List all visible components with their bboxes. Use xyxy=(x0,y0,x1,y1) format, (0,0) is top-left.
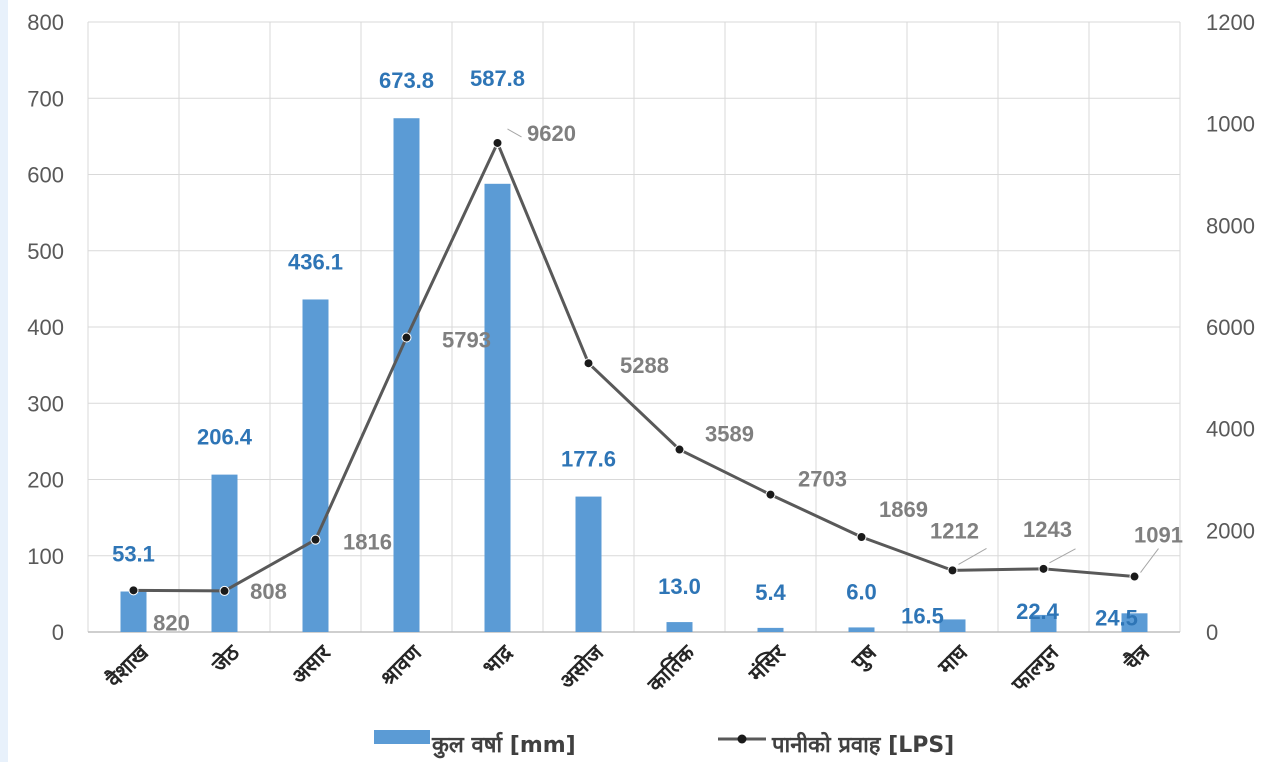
rainfall-bars xyxy=(120,118,1148,633)
flow-line xyxy=(133,141,1135,593)
flow-data-label: 1091 xyxy=(1134,523,1183,548)
category-label: भाद्र xyxy=(478,640,518,680)
flow-point xyxy=(128,585,139,596)
left-axis-tick: 400 xyxy=(27,315,64,340)
flow-data-label: 820 xyxy=(153,610,190,635)
left-axis-tick: 100 xyxy=(27,544,64,569)
flow-line-series xyxy=(128,137,1140,596)
label-leader-line xyxy=(958,547,987,565)
flow-data-label: 1816 xyxy=(343,530,392,555)
flow-point xyxy=(219,585,230,596)
bar-data-label: 53.1 xyxy=(112,542,155,567)
category-label: असोज xyxy=(554,639,609,694)
flow-point xyxy=(856,531,867,542)
rainfall-bar xyxy=(757,627,784,632)
right-axis-tick: 4000 xyxy=(1206,417,1255,442)
label-leader-line xyxy=(1049,548,1076,564)
label-leader-line xyxy=(1140,548,1159,573)
category-label: असार xyxy=(287,640,336,689)
bar-data-label: 16.5 xyxy=(901,603,944,628)
left-axis-tick: 300 xyxy=(27,391,64,416)
category-label: फाल्गुन xyxy=(1006,640,1065,699)
data-labels: 53.1 206.4 436.1 673.8 587.8 177.6 13.0 5.4 6.0 1… xyxy=(112,66,1183,636)
rainfall-bar xyxy=(1121,613,1148,632)
flow-data-label: 5793 xyxy=(442,328,491,353)
left-axis-tick: 500 xyxy=(27,239,64,264)
flow-data-label: 808 xyxy=(250,579,287,604)
flow-data-label: 5288 xyxy=(620,353,669,378)
bar-data-label: 6.0 xyxy=(846,579,877,604)
label-leader-line xyxy=(507,128,522,138)
rainfall-bar xyxy=(211,474,238,632)
right-axis-tick: 1200 xyxy=(1206,10,1255,35)
flow-data-label: 1869 xyxy=(879,497,928,522)
legend-bar-label: कुल वर्षा [mm] xyxy=(431,731,576,759)
flow-data-label: 1212 xyxy=(930,518,979,543)
right-axis-tick: 0 xyxy=(1206,620,1218,645)
rainfall-bar xyxy=(848,627,875,632)
legend-line-marker xyxy=(737,734,747,744)
legend-bar-swatch xyxy=(374,730,430,744)
flow-point xyxy=(1038,563,1049,574)
rainfall-bar xyxy=(939,619,966,632)
gridlines xyxy=(87,21,1181,633)
left-axis-tick: 200 xyxy=(27,468,64,493)
legend: कुल वर्षा [mm] पानीको प्रवाह [LPS] xyxy=(374,730,954,759)
rainfall-bar xyxy=(1030,614,1057,632)
left-axis-tick: 700 xyxy=(27,86,64,111)
category-label: पुष xyxy=(846,640,883,677)
rainfall-bar xyxy=(575,496,602,632)
legend-line-label: पानीको प्रवाह [LPS] xyxy=(771,731,954,758)
flow-point xyxy=(401,332,412,343)
right-axis-tick: 2000 xyxy=(1206,518,1255,543)
rainfall-bar xyxy=(120,591,147,632)
flow-point xyxy=(583,358,594,369)
left-edge-strip xyxy=(0,0,8,762)
flow-point xyxy=(674,444,685,455)
bar-data-label: 436.1 xyxy=(288,249,343,274)
right-axis-tick: 6000 xyxy=(1206,315,1255,340)
rainfall-bar xyxy=(484,183,511,633)
flow-data-label: 3589 xyxy=(705,422,754,447)
left-axis-tick: 600 xyxy=(27,163,64,188)
category-label: चैत्र xyxy=(1118,639,1155,676)
category-label: माघ xyxy=(933,639,973,679)
bar-data-label: 5.4 xyxy=(755,580,786,605)
rainfall-bar xyxy=(393,118,420,633)
flow-data-label: 9620 xyxy=(527,121,576,146)
bar-data-label: 206.4 xyxy=(197,425,253,450)
bar-data-label: 587.8 xyxy=(470,66,525,91)
category-label: मंसिर xyxy=(743,639,791,687)
category-labels: वैशाख जेठ असार श्रावण भाद्र असोज कार्तिक मंसिर प… xyxy=(100,639,1155,699)
bar-data-label: 673.8 xyxy=(379,68,434,93)
left-axis-tick: 800 xyxy=(27,10,64,35)
flow-data-label: 1243 xyxy=(1023,517,1072,542)
flow-data-label: 2703 xyxy=(798,467,847,492)
bar-data-label: 22.4 xyxy=(1016,599,1060,624)
category-label: वैशाख xyxy=(100,639,153,692)
flow-point xyxy=(492,137,503,148)
category-label: श्रावण xyxy=(376,640,427,691)
flow-point xyxy=(947,565,958,576)
rainfall-bar xyxy=(666,622,693,632)
flow-point xyxy=(1129,571,1140,582)
category-label: कार्तिक xyxy=(642,639,700,697)
bar-data-label: 13.0 xyxy=(658,574,701,599)
rainfall-bar xyxy=(302,299,329,632)
bar-data-label: 24.5 xyxy=(1095,605,1138,630)
flow-point xyxy=(765,489,776,500)
axis-ticks: 0100200300400500600700800020004000600080… xyxy=(27,10,1255,645)
bar-data-label: 177.6 xyxy=(561,447,616,472)
right-axis-tick: 1000 xyxy=(1206,112,1255,137)
left-axis-tick: 0 xyxy=(52,620,64,645)
flow-point xyxy=(310,534,321,545)
category-label: जेठ xyxy=(206,639,245,678)
right-axis-tick: 8000 xyxy=(1206,213,1255,238)
